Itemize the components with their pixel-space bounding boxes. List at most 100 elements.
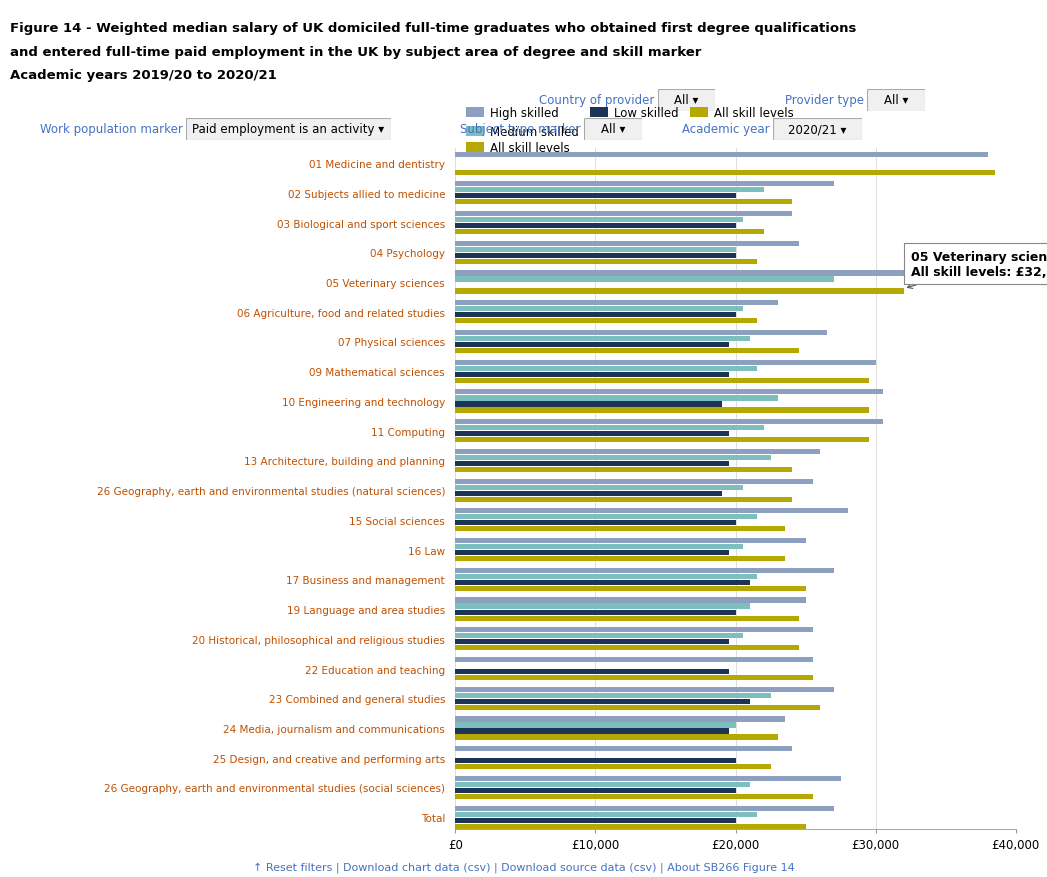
- Bar: [455, 211, 792, 217]
- Text: Figure 14 - Weighted median salary of UK domiciled full-time graduates who obtai: Figure 14 - Weighted median salary of UK…: [10, 22, 856, 35]
- Bar: [455, 260, 757, 265]
- Bar: [455, 247, 735, 253]
- Bar: [455, 598, 805, 602]
- Bar: [455, 806, 833, 810]
- Bar: [455, 390, 883, 395]
- Bar: [455, 586, 805, 591]
- FancyBboxPatch shape: [584, 118, 642, 141]
- Text: Subject type marker: Subject type marker: [461, 124, 581, 136]
- Bar: [455, 669, 729, 674]
- Bar: [455, 824, 805, 829]
- Bar: [455, 449, 820, 454]
- Bar: [455, 438, 869, 443]
- Bar: [455, 289, 904, 295]
- Bar: [455, 467, 792, 473]
- Text: All ▾: All ▾: [884, 95, 908, 107]
- Bar: [455, 794, 812, 799]
- Bar: [455, 372, 729, 377]
- Bar: [455, 367, 757, 371]
- FancyBboxPatch shape: [658, 89, 715, 112]
- Bar: [455, 153, 987, 158]
- Bar: [455, 639, 729, 645]
- Text: Academic years 2019/20 to 2020/21: Academic years 2019/20 to 2020/21: [10, 69, 277, 82]
- Bar: [455, 628, 812, 632]
- Bar: [455, 580, 750, 585]
- Bar: [455, 319, 757, 324]
- Bar: [455, 723, 735, 728]
- Bar: [455, 182, 833, 187]
- Bar: [455, 782, 750, 787]
- Bar: [455, 461, 729, 467]
- Bar: [455, 521, 735, 526]
- Bar: [455, 200, 792, 205]
- Bar: [455, 515, 757, 520]
- Bar: [455, 360, 875, 366]
- Bar: [455, 788, 735, 793]
- Legend: High skilled, Medium skilled, Low skilled, All skill levels: High skilled, Medium skilled, Low skille…: [462, 103, 799, 144]
- Bar: [455, 729, 729, 734]
- Bar: [455, 271, 945, 276]
- Text: Paid employment is an activity ▾: Paid employment is an activity ▾: [193, 124, 384, 136]
- Bar: [455, 402, 721, 407]
- Bar: [455, 509, 847, 514]
- Bar: [455, 551, 729, 555]
- Bar: [455, 497, 792, 503]
- Bar: [455, 556, 784, 561]
- Bar: [455, 633, 742, 638]
- Bar: [455, 307, 742, 312]
- Text: 2020/21 ▾: 2020/21 ▾: [788, 124, 846, 136]
- Bar: [455, 527, 784, 531]
- Bar: [455, 378, 869, 383]
- Text: All ▾: All ▾: [601, 124, 625, 136]
- Bar: [455, 491, 721, 496]
- Bar: [455, 431, 729, 437]
- Text: ↑ Reset filters | Download chart data (csv) | Download source data (csv) | About: ↑ Reset filters | Download chart data (c…: [252, 861, 795, 872]
- Bar: [455, 485, 742, 490]
- Bar: [455, 331, 826, 336]
- Bar: [455, 764, 771, 769]
- Bar: [455, 568, 833, 574]
- Bar: [455, 735, 778, 739]
- Legend: All skill levels: All skill levels: [462, 138, 574, 160]
- Bar: [455, 224, 735, 229]
- Bar: [455, 645, 799, 651]
- Bar: [455, 693, 771, 698]
- Text: and entered full-time paid employment in the UK by subject area of degree and sk: and entered full-time paid employment in…: [10, 46, 701, 59]
- Bar: [455, 170, 995, 175]
- Bar: [455, 241, 799, 246]
- Bar: [455, 574, 757, 579]
- Bar: [455, 479, 812, 484]
- Bar: [455, 538, 805, 544]
- Text: Country of provider: Country of provider: [539, 95, 654, 107]
- Bar: [455, 717, 784, 722]
- Bar: [455, 657, 812, 662]
- Bar: [455, 396, 778, 401]
- FancyBboxPatch shape: [186, 118, 391, 141]
- Text: Provider type: Provider type: [785, 95, 864, 107]
- Bar: [455, 425, 763, 431]
- Text: All ▾: All ▾: [674, 95, 698, 107]
- Bar: [455, 817, 735, 823]
- Bar: [455, 545, 742, 550]
- Bar: [455, 699, 750, 704]
- FancyBboxPatch shape: [773, 118, 862, 141]
- Bar: [455, 343, 729, 347]
- Bar: [455, 610, 735, 615]
- Bar: [455, 408, 869, 413]
- Bar: [455, 776, 841, 781]
- Bar: [455, 277, 833, 282]
- Bar: [455, 616, 799, 621]
- Text: 05 Veterinary sciences
All skill levels: £32,000: 05 Veterinary sciences All skill levels:…: [908, 250, 1047, 289]
- Bar: [455, 687, 833, 692]
- Bar: [455, 455, 771, 460]
- Bar: [455, 301, 778, 306]
- Bar: [455, 188, 763, 193]
- Bar: [455, 759, 735, 763]
- FancyBboxPatch shape: [867, 89, 925, 112]
- Bar: [455, 812, 757, 816]
- Bar: [455, 419, 883, 424]
- Text: Academic year: Academic year: [682, 124, 770, 136]
- Bar: [455, 194, 735, 199]
- Bar: [455, 746, 792, 752]
- Bar: [455, 705, 820, 710]
